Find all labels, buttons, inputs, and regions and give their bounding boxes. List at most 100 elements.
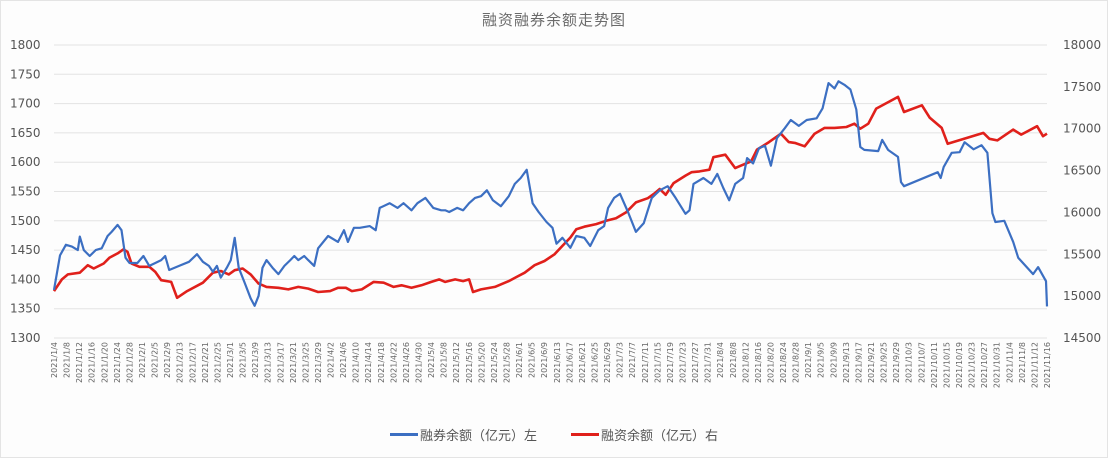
- left-axis-tick: 1800: [10, 38, 41, 52]
- left-axis-tick: 1300: [10, 331, 41, 345]
- x-axis-tick: 2021/7/23: [678, 342, 687, 383]
- x-axis-tick: 2021/7/11: [641, 342, 650, 383]
- x-axis-tick: 2021/6/13: [553, 342, 562, 383]
- x-axis-tick: 2021/9/13: [842, 342, 851, 383]
- x-axis-tick: 2021/10/7: [917, 342, 926, 383]
- x-axis-tick: 2021/4/26: [402, 342, 411, 383]
- x-axis-tick: 2021/6/17: [565, 342, 574, 383]
- x-axis-tick: 2021/8/28: [792, 342, 801, 383]
- x-axis-tick: 2021/11/16: [1043, 342, 1052, 388]
- x-axis-tick: 2021/7/31: [704, 342, 713, 383]
- x-axis-tick: 2021/6/25: [590, 342, 599, 383]
- x-axis-tick: 2021/4/14: [364, 342, 373, 383]
- x-axis-tick: 2021/2/21: [201, 342, 210, 383]
- legend-label-short-balance: 融券余额（亿元）左: [419, 429, 537, 444]
- x-axis-tick: 2021/5/28: [503, 342, 512, 383]
- legend-label-margin-balance: 融资余额（亿元）右: [601, 429, 719, 444]
- x-axis-tick: 2021/5/12: [452, 342, 461, 383]
- left-axis-tick: 1450: [10, 243, 41, 257]
- x-axis-tick: 2021/9/21: [867, 342, 876, 383]
- x-axis-tick: 2021/1/8: [63, 342, 72, 378]
- x-axis-tick: 2021/8/8: [729, 342, 738, 378]
- x-axis-tick: 2021/9/17: [854, 342, 863, 383]
- left-axis-tick: 1350: [10, 302, 41, 316]
- x-axis-tick: 2021/4/30: [415, 342, 424, 383]
- right-axis-tick: 16000: [1063, 205, 1101, 219]
- x-axis-tick: 2021/8/12: [741, 342, 750, 383]
- x-axis-tick: 2021/10/3: [905, 342, 914, 383]
- x-axis-tick: 2021/2/25: [213, 342, 222, 383]
- x-axis-tick: 2021/10/27: [980, 342, 989, 388]
- x-axis-tick: 2021/11/8: [1018, 342, 1027, 383]
- x-axis-tick: 2021/3/21: [289, 342, 298, 383]
- x-axis-tick: 2021/7/27: [691, 342, 700, 383]
- x-axis-tick: 2021/3/29: [314, 342, 323, 383]
- chart-title: 融资融券余额走势图: [481, 11, 626, 29]
- x-axis-tick: 2021/5/20: [477, 342, 486, 383]
- x-axis-tick: 2021/5/8: [440, 342, 449, 378]
- x-axis-tick: 2021/9/5: [817, 342, 826, 378]
- left-axis-tick: 1650: [10, 126, 41, 140]
- x-axis-tick: 2021/9/25: [880, 342, 889, 383]
- legend: 融券余额（亿元）左 融资余额（亿元）右: [0, 425, 1108, 444]
- x-axis-tick: 2021/5/16: [465, 342, 474, 383]
- left-axis-tick: 1550: [10, 185, 41, 199]
- x-axis-tick: 2021/4/10: [352, 342, 361, 383]
- legend-item-margin-balance[interactable]: 融资余额（亿元）右: [571, 425, 718, 444]
- x-axis-tick: 2021/7/3: [616, 342, 625, 378]
- x-axis-tick: 2021/4/18: [377, 342, 386, 383]
- right-axis-tick: 15500: [1063, 247, 1101, 261]
- x-axis-tick: 2021/9/9: [829, 342, 838, 378]
- right-axis-tick: 17000: [1063, 122, 1101, 136]
- right-axis-tick: 18000: [1063, 38, 1101, 52]
- x-axis-tick: 2021/1/4: [50, 342, 59, 378]
- x-axis-tick: 2021/11/12: [1030, 342, 1039, 388]
- left-y-axis: 1300 1350 1400 1450 1500 1550 1600 1650 1700 1750…: [10, 38, 41, 345]
- x-axis-tick: 2021/1/16: [88, 342, 97, 383]
- x-axis-tick: 2021/2/9: [163, 342, 172, 378]
- x-axis-tick: 2021/6/5: [528, 342, 537, 378]
- legend-item-short-balance[interactable]: 融券余额（亿元）左: [389, 425, 537, 444]
- x-axis-tick: 2021/10/23: [968, 342, 977, 388]
- x-axis-tick: 2021/4/2: [327, 342, 336, 378]
- left-axis-tick: 1400: [10, 272, 41, 286]
- x-axis-tick: 2021/6/1: [515, 342, 524, 378]
- x-axis-tick: 2021/8/20: [766, 342, 775, 383]
- x-axis-tick: 2021/1/28: [125, 342, 134, 383]
- x-axis-tick: 2021/2/1: [138, 342, 147, 378]
- x-axis-tick: 2021/3/5: [239, 342, 248, 378]
- series-lines: [52, 80, 1049, 307]
- right-axis-tick: 16500: [1063, 164, 1101, 178]
- x-axis-tick: 2021/3/9: [251, 342, 260, 378]
- x-axis-tick: 2021/6/21: [578, 342, 587, 383]
- x-axis-tick: 2021/1/12: [75, 342, 84, 383]
- x-axis-tick: 2021/9/29: [892, 342, 901, 383]
- x-axis-tick: 2021/9/1: [804, 342, 813, 378]
- margin-balance-line: [52, 95, 1048, 300]
- right-y-axis: 14500 15000 15500 16000 16500 17000 17500 18000: [1063, 38, 1101, 345]
- x-axis-tick: 2021/11/4: [1005, 342, 1014, 383]
- left-axis-tick: 1700: [10, 97, 41, 111]
- x-axis-tick: 2021/4/6: [339, 342, 348, 378]
- x-axis-tick: 2021/7/7: [628, 342, 637, 378]
- left-axis-tick: 1600: [10, 155, 41, 169]
- x-axis-tick: 2021/2/13: [176, 342, 185, 383]
- x-axis-tick: 2021/10/11: [930, 342, 939, 388]
- right-axis-tick: 15000: [1063, 289, 1101, 303]
- x-axis-tick: 2021/3/25: [301, 342, 310, 383]
- x-axis-tick: 2021/8/16: [754, 342, 763, 383]
- x-axis-tick: 2021/7/19: [666, 342, 675, 383]
- x-axis-tick: 2021/5/24: [490, 342, 499, 383]
- left-axis-tick: 1750: [10, 67, 41, 81]
- gridlines: [54, 44, 1047, 339]
- x-axis-tick: 2021/1/20: [100, 342, 109, 383]
- x-axis-tick: 2021/3/13: [264, 342, 273, 383]
- x-axis-tick: 2021/8/4: [716, 342, 725, 378]
- x-axis-tick: 2021/4/22: [389, 342, 398, 383]
- x-axis-tick: 2021/6/9: [540, 342, 549, 378]
- blue-line-swatch-icon: [389, 433, 418, 436]
- x-axis-tick: 2021/2/5: [151, 342, 160, 378]
- x-axis-tick: 2021/10/31: [993, 342, 1002, 388]
- red-line-swatch-icon: [571, 433, 599, 436]
